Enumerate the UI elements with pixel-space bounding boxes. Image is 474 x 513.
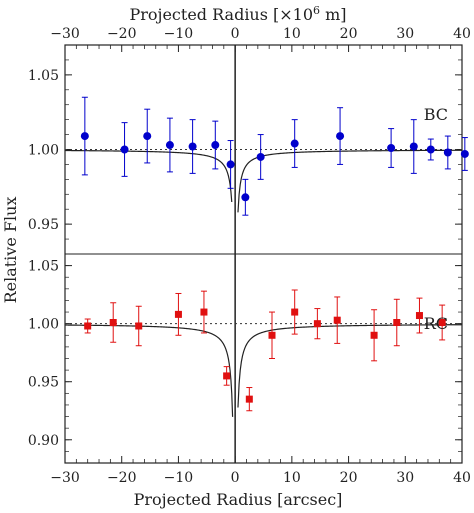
- x-tick-label: 0: [231, 470, 240, 486]
- data-point: [387, 144, 396, 153]
- top-tick-label: 30: [396, 26, 414, 42]
- y-tick-label: 0.90: [28, 433, 59, 449]
- x-tick-label: 40: [453, 470, 471, 486]
- y-tick-label: 1.05: [28, 259, 59, 275]
- x-tick-label: 30: [396, 470, 414, 486]
- data-point: [165, 141, 174, 150]
- data-point: [80, 132, 89, 141]
- x-tick-label: 10: [283, 470, 301, 486]
- data-point: [200, 308, 208, 316]
- top-tick-label: 40: [453, 26, 471, 42]
- fit-curve-right: [237, 324, 463, 408]
- y-tick-label: 1.05: [28, 68, 59, 84]
- top-tick-label: 10: [283, 26, 301, 42]
- fit-curve-right: [237, 149, 463, 213]
- data-point: [143, 132, 152, 141]
- top-axis-title: Projected Radius [×106 m]: [129, 4, 346, 24]
- y-tick-label: 0.95: [28, 375, 59, 391]
- fit-curve-left: [64, 324, 234, 417]
- data-point: [415, 312, 423, 320]
- panel-label: BC: [424, 105, 448, 124]
- top-tick-label: −30: [50, 26, 80, 42]
- x-tick-label: −20: [107, 470, 137, 486]
- data-point: [135, 322, 143, 330]
- data-point: [393, 319, 401, 327]
- data-point: [241, 193, 250, 202]
- axes: −30 −20 −10 0 10 20 30 40 −30 −20 −10 0 10 20 30 40: [50, 26, 471, 486]
- y-axis-title: Relative Flux: [1, 197, 20, 304]
- data-point: [256, 152, 265, 161]
- data-point: [443, 148, 452, 157]
- x-tick-label: −30: [50, 470, 80, 486]
- data-point: [426, 145, 435, 154]
- data-point: [313, 320, 321, 328]
- data-point: [84, 322, 92, 330]
- top-tick-label: −10: [164, 26, 194, 42]
- data-point: [291, 308, 299, 316]
- top-tick-label: −20: [107, 26, 137, 42]
- data-point: [211, 141, 220, 150]
- x-axis-title: Projected Radius [arcsec]: [134, 490, 343, 509]
- data-point: [174, 310, 182, 318]
- y-tick-label: 0.95: [28, 217, 59, 233]
- panel-rc: 0.90 0.95 1.00 1.05 RC: [28, 259, 463, 452]
- top-tick-label: 0: [231, 26, 240, 42]
- data-point: [290, 139, 299, 148]
- data-point: [460, 149, 469, 158]
- data-point: [245, 395, 253, 403]
- y-tick-label: 1.00: [28, 143, 59, 159]
- data-point: [120, 145, 129, 154]
- top-tick-label: 20: [340, 26, 358, 42]
- plot-frame: [64, 44, 463, 464]
- panel-bc: 0.95 1.00 1.05 BC: [28, 59, 469, 240]
- data-point: [438, 319, 446, 327]
- data-point: [333, 316, 341, 324]
- data-point: [226, 160, 235, 169]
- data-point: [109, 319, 117, 327]
- data-point: [336, 132, 345, 141]
- data-point: [188, 142, 197, 151]
- y-tick-label: 1.00: [28, 317, 59, 333]
- data-point: [268, 331, 276, 339]
- x-tick-label: 20: [340, 470, 358, 486]
- data-point: [409, 142, 418, 151]
- x-tick-label: −10: [164, 470, 194, 486]
- data-point: [223, 372, 231, 380]
- fit-curve-left: [65, 149, 233, 203]
- panel-label: RC: [424, 314, 448, 333]
- data-point: [370, 331, 378, 339]
